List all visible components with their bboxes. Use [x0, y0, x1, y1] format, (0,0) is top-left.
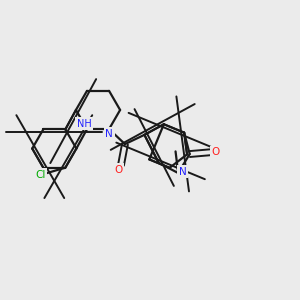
Text: O: O: [212, 147, 220, 157]
Text: O: O: [115, 165, 123, 175]
Text: N: N: [179, 167, 187, 177]
Text: NH: NH: [77, 119, 92, 129]
Text: Cl: Cl: [35, 169, 45, 180]
Text: N: N: [105, 129, 113, 139]
